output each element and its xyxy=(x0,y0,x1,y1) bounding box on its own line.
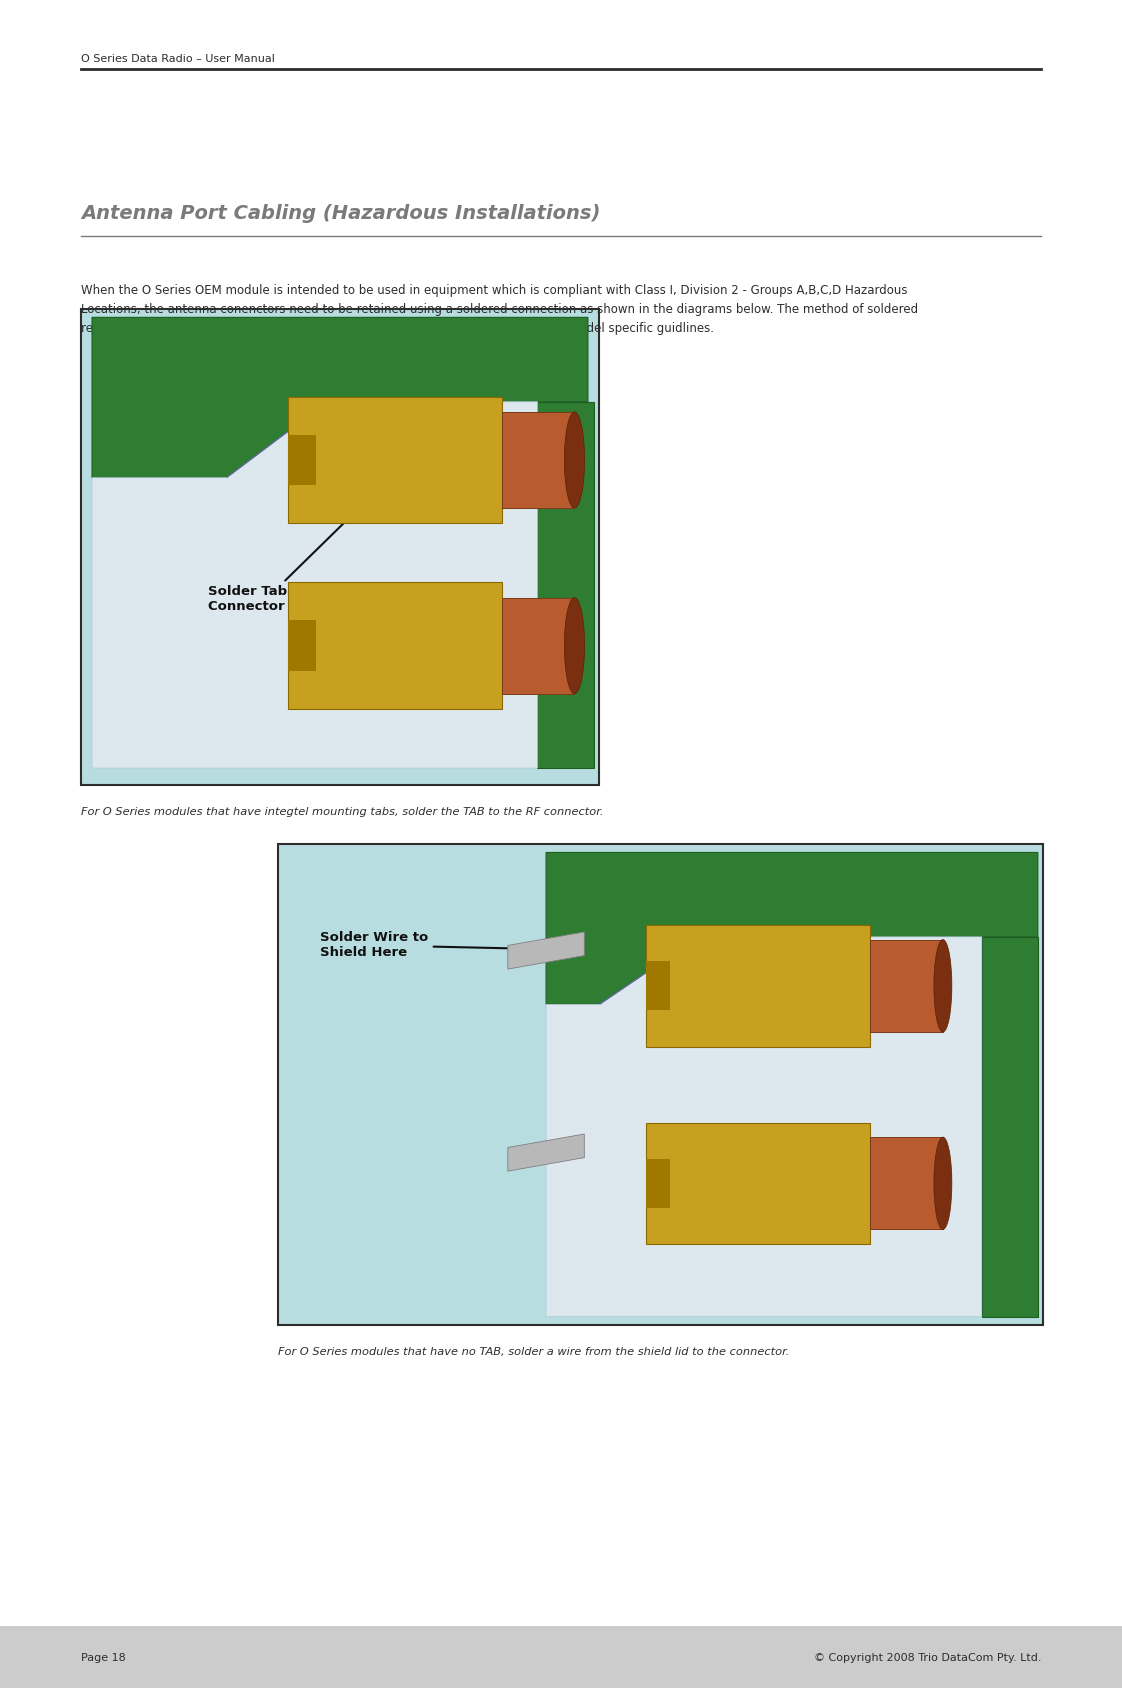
Text: Solder Wire to
Connector Here: Solder Wire to Connector Here xyxy=(668,1185,784,1212)
Text: Solder Tab to
Connector Here: Solder Tab to Connector Here xyxy=(208,493,375,613)
Polygon shape xyxy=(982,937,1038,1317)
Bar xyxy=(502,598,574,694)
Bar xyxy=(645,1160,670,1207)
Ellipse shape xyxy=(934,940,951,1031)
Ellipse shape xyxy=(564,598,585,694)
Text: For O Series modules that have no TAB, solder a wire from the shield lid to the : For O Series modules that have no TAB, s… xyxy=(278,1347,790,1357)
Polygon shape xyxy=(537,402,594,768)
Polygon shape xyxy=(508,1134,585,1171)
Polygon shape xyxy=(508,932,585,969)
Bar xyxy=(81,309,599,785)
Ellipse shape xyxy=(934,1138,951,1229)
Bar xyxy=(645,962,670,1009)
Text: O Series Data Radio – User Manual: O Series Data Radio – User Manual xyxy=(81,54,275,64)
Bar xyxy=(502,412,574,508)
Bar xyxy=(278,844,1043,1325)
Bar xyxy=(288,397,502,523)
Bar xyxy=(288,434,316,484)
Polygon shape xyxy=(599,937,699,1004)
Bar xyxy=(0,1626,1122,1688)
Text: For O Series modules that have integtel mounting tabs, solder the TAB to the RF : For O Series modules that have integtel … xyxy=(81,807,604,817)
Polygon shape xyxy=(92,317,588,478)
Text: Solder Wire to
Shield Here: Solder Wire to Shield Here xyxy=(320,932,571,959)
Text: © Copyright 2008 Trio DataCom Pty. Ltd.: © Copyright 2008 Trio DataCom Pty. Ltd. xyxy=(813,1653,1041,1663)
Text: Antenna Port Cabling (Hazardous Installations): Antenna Port Cabling (Hazardous Installa… xyxy=(81,204,600,223)
Bar xyxy=(645,1123,870,1244)
Bar xyxy=(288,619,316,670)
Bar xyxy=(870,940,942,1031)
Bar xyxy=(288,582,502,709)
Text: When the O Series OEM module is intended to be used in equipment which is compli: When the O Series OEM module is intended… xyxy=(81,284,918,334)
Ellipse shape xyxy=(564,412,585,508)
Bar xyxy=(870,1138,942,1229)
Polygon shape xyxy=(546,937,982,1317)
Polygon shape xyxy=(92,402,537,768)
Text: Page 18: Page 18 xyxy=(81,1653,126,1663)
Bar xyxy=(645,925,870,1047)
Polygon shape xyxy=(227,402,328,478)
Polygon shape xyxy=(546,852,1038,1004)
